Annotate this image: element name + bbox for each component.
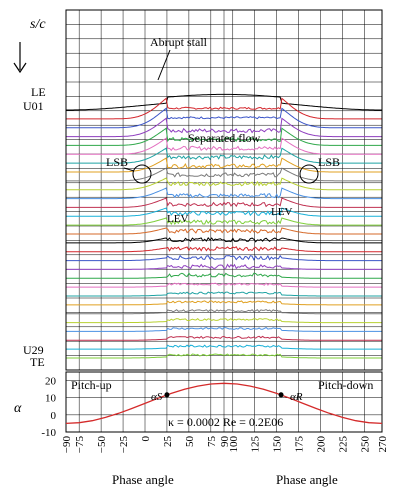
- pressure-trace: [66, 207, 382, 217]
- alpha-axis-label: α: [14, 401, 22, 416]
- abrupt-stall-pointer: [157, 49, 171, 81]
- pressure-trace: [66, 291, 382, 297]
- x-tick-label: 50: [184, 436, 196, 448]
- annotation-lev-left: LEV: [167, 213, 188, 225]
- annotation-lsb-right: LSB: [318, 155, 340, 169]
- u01-label: U01: [23, 99, 44, 113]
- pressure-trace: [66, 246, 382, 253]
- x-tick-label: 75: [206, 436, 218, 448]
- te-label: TE: [30, 355, 45, 369]
- alpha-tick-label: 0: [51, 410, 57, 422]
- pressure-trace: [66, 157, 382, 173]
- pressure-trace: [66, 97, 382, 120]
- pressure-trace: [66, 217, 382, 226]
- x-tick-label: 100: [228, 436, 240, 453]
- pressure-trace: [66, 272, 382, 279]
- alpha-y-ticks: -10 0 10 20: [41, 376, 56, 439]
- pressure-trace: [66, 344, 382, 350]
- pressure-trace: [66, 177, 382, 191]
- pressure-trace: [66, 237, 382, 244]
- top-panel-traces: [66, 93, 382, 359]
- x-tick-label: 0: [140, 436, 152, 442]
- pressure-trace: [66, 117, 382, 138]
- x-tick-label: 250: [359, 436, 371, 453]
- pressure-trace: [66, 263, 382, 270]
- x-tick-label: −50: [96, 436, 108, 454]
- alpha-panel-frame: [65, 371, 383, 433]
- pressure-trace: [66, 147, 382, 164]
- x-tick-label: 200: [316, 436, 328, 453]
- lsb-right-circle: [299, 164, 319, 184]
- pitch-up-label: Pitch-up: [71, 378, 112, 392]
- x-axis-label-right: Phase angle: [276, 472, 338, 487]
- pitch-down-label: Pitch-down: [318, 378, 373, 392]
- alpha-markers: [164, 392, 284, 398]
- alpha-tick-label: 20: [45, 376, 57, 388]
- pressure-trace: [66, 227, 382, 235]
- x-tick-label: −75: [74, 436, 86, 454]
- annotation-lsb-left: LSB: [106, 155, 128, 169]
- s-over-c-label: s/c: [30, 17, 46, 32]
- x-tick-label: 175: [294, 436, 306, 453]
- pressure-trace: [66, 167, 382, 182]
- alpha-tick-label: -10: [41, 427, 56, 439]
- pressure-trace: [66, 353, 382, 359]
- pressure-trace: [66, 326, 382, 332]
- top-panel-frame: [65, 9, 383, 371]
- x-tick-label: −25: [118, 436, 130, 454]
- x-tick-label: 25: [162, 436, 174, 448]
- x-tick-label: −90: [61, 436, 73, 454]
- u29-label: U29: [23, 343, 44, 357]
- x-axis-label-left: Phase angle: [112, 472, 174, 487]
- pressure-trace: [66, 137, 382, 155]
- pressure-trace: [66, 127, 382, 146]
- x-tick-label: 225: [338, 436, 350, 453]
- alpha-marker: [164, 392, 170, 398]
- pressure-trace: [66, 282, 382, 288]
- lsb-left-pointer: [123, 167, 135, 172]
- pressure-trace: [66, 197, 382, 208]
- x-tick-label: 125: [250, 436, 262, 453]
- alpha-s-label: αS: [151, 391, 163, 403]
- annotation-abrupt-stall: Abrupt stall: [150, 35, 208, 49]
- pressure-trace: [66, 318, 382, 324]
- alpha-tick-label: 10: [45, 393, 57, 405]
- annotation-lev-right: LEV: [271, 206, 292, 218]
- pressure-trace: [66, 300, 382, 306]
- kappa-re-annotation: κ = 0.0002 Re = 0.2E06: [168, 415, 283, 429]
- alpha-marker: [278, 392, 284, 398]
- pressure-trace: [66, 187, 382, 200]
- alpha-r-label: αR: [290, 391, 303, 403]
- x-tick-label: 150: [272, 436, 284, 453]
- annotation-separated-flow: Separated flow: [188, 131, 261, 145]
- pressure-trace: [66, 335, 382, 341]
- x-tick-label: 270: [377, 436, 389, 453]
- x-tick-label: 90: [219, 436, 231, 448]
- alpha-curve: [65, 382, 383, 425]
- pressure-trace: [66, 93, 382, 111]
- pressure-trace: [66, 254, 382, 262]
- lsb-left-circle: [132, 164, 152, 184]
- pressure-trace: [66, 107, 382, 129]
- pressure-trace: [66, 309, 382, 315]
- down-arrow-icon: [13, 42, 27, 74]
- le-label: LE: [31, 85, 46, 99]
